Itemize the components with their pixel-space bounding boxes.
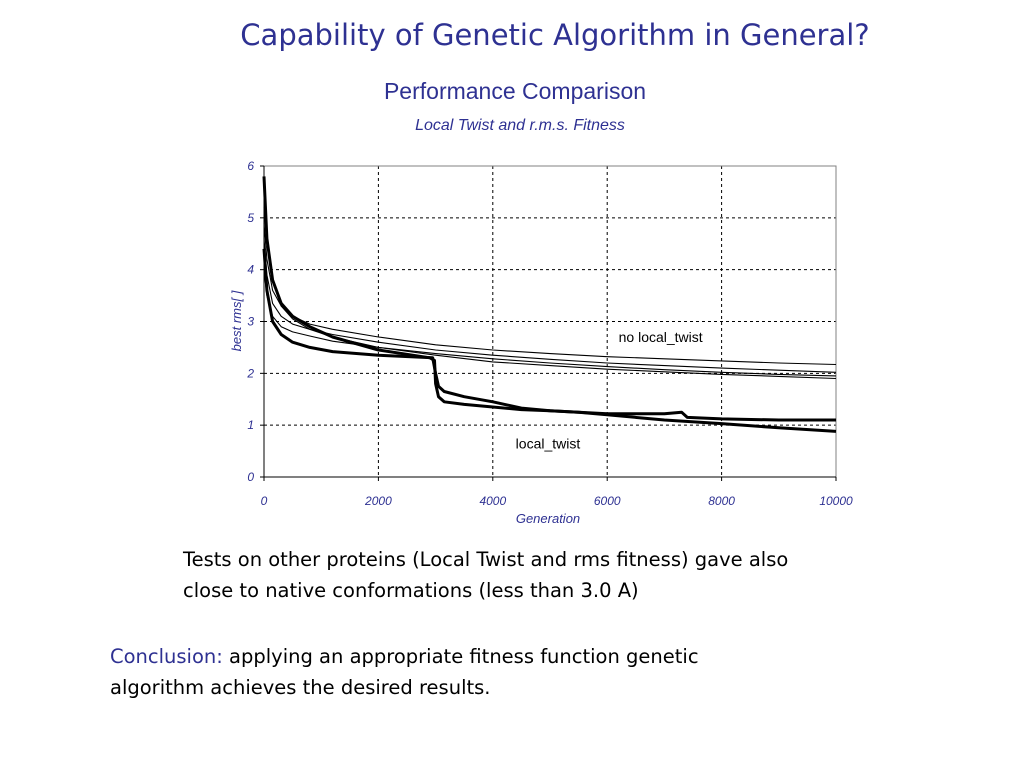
series-line-local-twist [262, 176, 836, 422]
y-tick-label: 0 [247, 470, 254, 484]
y-tick-label: 1 [247, 418, 254, 432]
x-tick-label: 8000 [708, 494, 735, 508]
tick-labels: 0 2000 4000 6000 8000 10000 0 1 2 3 4 5 6 [246, 159, 853, 508]
x-tick-label: 4000 [479, 494, 506, 508]
body-paragraph: Tests on other proteins (Local Twist and… [183, 544, 983, 606]
gridlines [264, 165, 837, 477]
y-tick-label: 4 [247, 263, 254, 277]
series-line-local-twist [262, 248, 837, 433]
y-tick-label: 6 [247, 159, 254, 173]
chart: Performance Comparison Local Twist and r… [229, 78, 853, 526]
y-tick-label: 2 [246, 366, 254, 380]
conclusion-paragraph: Conclusion: applying an appropriate fitn… [110, 641, 890, 703]
body-line-2: close to native conformations (less than… [183, 579, 639, 602]
chart-title: Performance Comparison [384, 78, 646, 104]
x-tick-label: 0 [261, 494, 268, 508]
series-line-no-local-twist [263, 222, 837, 366]
conclusion-line-2: algorithm achieves the desired results. [110, 676, 491, 699]
conclusion-text-1: applying an appropriate fitness function… [222, 645, 699, 668]
conclusion-line-1: Conclusion: applying an appropriate fitn… [110, 641, 890, 672]
annotation-local-twist: local_twist [516, 435, 581, 451]
y-axis-label: best rms[ ] [229, 290, 244, 351]
series-lines [262, 176, 837, 433]
series-line-no-local-twist [263, 238, 837, 373]
series-line-no-local-twist [263, 269, 837, 380]
series-line-no-local-twist [263, 207, 837, 377]
chart-subtitle: Local Twist and r.m.s. Fitness [415, 117, 625, 134]
x-tick-label: 10000 [819, 494, 853, 508]
y-tick-label: 3 [247, 315, 254, 329]
slide-title: Capability of Genetic Algorithm in Gener… [240, 18, 870, 52]
body-line-1: Tests on other proteins (Local Twist and… [183, 548, 789, 571]
y-tick-label: 5 [247, 211, 254, 225]
x-tick-label: 2000 [364, 494, 392, 508]
x-tick-label: 6000 [594, 494, 621, 508]
annotation-no-local-twist: no local_twist [619, 329, 703, 345]
conclusion-label: Conclusion: [110, 645, 223, 668]
x-axis-label: Generation [516, 511, 580, 526]
